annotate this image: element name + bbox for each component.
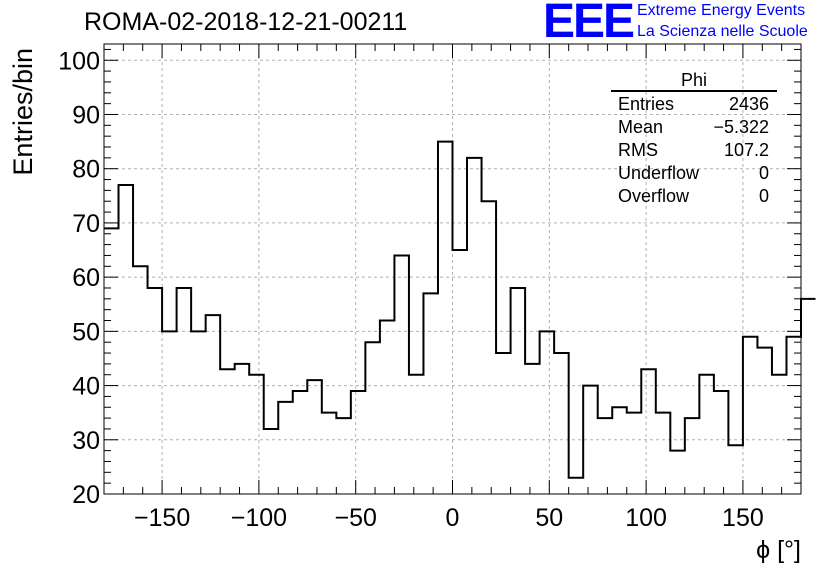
y-tick-label: 50: [72, 318, 100, 346]
x-tick-label: −100: [231, 504, 287, 532]
logo-line-1: Extreme Energy Events: [637, 2, 806, 19]
y-tick-label: 60: [72, 264, 100, 292]
x-tick-label: −50: [334, 504, 376, 532]
y-tick-label: 70: [72, 210, 100, 238]
stats-label: Underflow: [618, 163, 700, 183]
x-tick-label: −150: [134, 504, 190, 532]
y-axis-label: Entries/bin: [8, 48, 38, 176]
y-tick-label: 20: [72, 481, 100, 509]
logo-line-2: La Scienza nelle Scuole: [637, 23, 808, 40]
y-tick-label: 90: [72, 101, 100, 129]
histogram-line: [104, 140, 816, 479]
x-tick-label: 0: [446, 504, 460, 532]
eee-logo: EEE: [543, 0, 635, 48]
y-tick-label: 40: [72, 373, 100, 401]
y-tick-label: 80: [72, 156, 100, 184]
stats-label: Overflow: [618, 186, 690, 206]
chart-title: ROMA-02-2018-12-21-00211: [84, 8, 408, 36]
stats-value: 0: [759, 163, 769, 183]
stats-label: Entries: [618, 94, 674, 114]
stats-value: −5.322: [713, 117, 769, 137]
stats-value: 107.2: [724, 140, 769, 160]
x-tick-label: 50: [535, 504, 563, 532]
y-tick-label: 30: [72, 427, 100, 455]
stats-title: Phi: [681, 70, 707, 90]
stats-value: 0: [759, 186, 769, 206]
y-tick-label: 100: [58, 47, 100, 75]
x-tick-label: 100: [625, 504, 667, 532]
stats-value: 2436: [729, 94, 769, 114]
x-tick-label: 150: [722, 504, 764, 532]
x-axis-label: ϕ [°]: [756, 536, 801, 564]
stats-label: Mean: [618, 117, 663, 137]
stats-label: RMS: [618, 140, 658, 160]
